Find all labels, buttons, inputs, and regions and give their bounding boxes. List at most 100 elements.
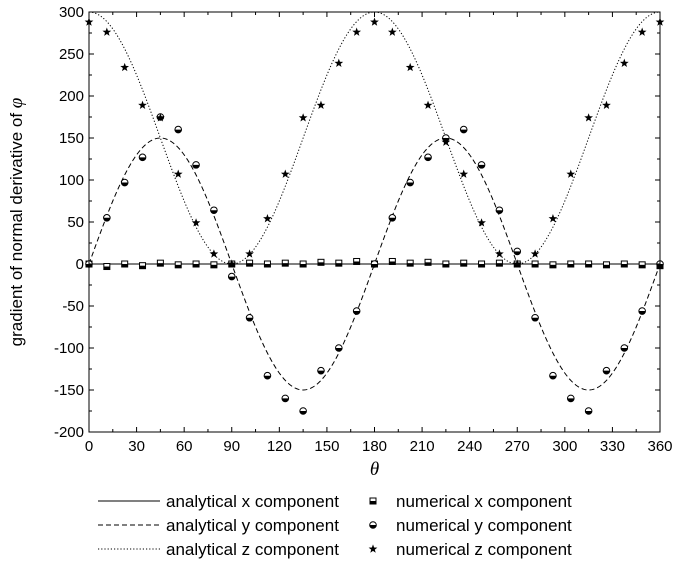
numerical-x-point — [139, 262, 147, 270]
numerical-x-point — [602, 261, 610, 269]
x-tick-label: 90 — [223, 438, 240, 455]
y-tick-label: 250 — [59, 46, 84, 63]
numerical-z-point — [102, 27, 112, 36]
y-tick-label: -50 — [62, 298, 84, 315]
numerical-x-point — [388, 257, 396, 265]
numerical-z-point — [227, 259, 237, 268]
numerical-x-point — [353, 257, 361, 265]
numerical-x-point — [263, 260, 271, 268]
numerical-y-point — [424, 153, 432, 162]
numerical-z-point — [280, 169, 290, 178]
y-tick-label: 150 — [59, 130, 84, 147]
legend-numerical-y-label: numerical y component — [396, 516, 572, 535]
numerical-z-point — [120, 62, 130, 72]
numerical-y-point — [245, 313, 254, 322]
numerical-z-point — [530, 249, 540, 258]
numerical-y-point — [227, 272, 236, 281]
numerical-y-point — [370, 260, 379, 268]
numerical-x-point — [478, 260, 486, 268]
y-tick-label: 300 — [59, 4, 84, 21]
numerical-x-point — [495, 259, 503, 267]
numerical-y-point — [263, 371, 272, 380]
analytical-z-line — [88, 11, 661, 265]
numerical-y-point — [531, 313, 539, 322]
legend-numerical-x-label: numerical x component — [396, 492, 572, 511]
y-tick-label: 0 — [76, 256, 84, 273]
numerical-x-point — [638, 261, 646, 269]
numerical-z-point — [405, 62, 415, 72]
numerical-z-point — [263, 214, 272, 223]
numerical-z-point — [191, 218, 201, 227]
numerical-y-point — [602, 366, 611, 375]
legend-numerical-x-swatch — [369, 497, 377, 505]
y-tick-label: -200 — [54, 424, 84, 441]
numerical-y-point — [352, 307, 361, 315]
numerical-z-point — [459, 169, 469, 178]
numerical-y-point — [638, 307, 646, 315]
x-tick-label: 30 — [128, 438, 145, 455]
numerical-z-point — [602, 100, 611, 109]
numerical-y-point — [210, 206, 218, 215]
numerical-z-point — [477, 218, 486, 227]
numerical-z-point — [370, 17, 379, 26]
numerical-x-point — [156, 259, 164, 267]
x-tick-label: 360 — [647, 438, 672, 455]
numerical-x-point — [424, 258, 432, 266]
numerical-z-point — [387, 27, 397, 36]
numerical-x-point — [406, 259, 414, 267]
y-tick-label: 200 — [59, 88, 84, 105]
numerical-z-point — [298, 113, 308, 122]
numerical-y-point — [406, 178, 414, 187]
numerical-z-point — [334, 58, 344, 67]
x-tick-label: 150 — [314, 438, 339, 455]
numerical-y-point — [335, 344, 343, 352]
numerical-z-point — [156, 113, 165, 122]
numerical-x-point — [317, 258, 325, 266]
numerical-y-point — [192, 161, 200, 169]
numerical-x-point — [174, 261, 182, 269]
numerical-y-point — [477, 161, 486, 169]
numerical-x-point — [549, 261, 557, 269]
numerical-z-point — [619, 58, 629, 67]
x-tick-label: 210 — [410, 438, 435, 455]
numerical-x-point — [281, 259, 289, 267]
numerical-y-point — [566, 394, 575, 403]
x-tick-label: 300 — [552, 438, 577, 455]
numerical-z-point — [138, 100, 147, 109]
legend-numerical-z-swatch — [368, 544, 378, 553]
numerical-y-point — [459, 125, 468, 134]
numerical-x-point — [567, 260, 575, 268]
legend-analytical-z-label: analytical z component — [166, 540, 339, 559]
legend-numerical-z-label: numerical z component — [396, 540, 572, 559]
numerical-z-point — [209, 249, 219, 258]
analytical-y-line — [88, 137, 661, 391]
legend-numerical-y-swatch — [369, 521, 377, 529]
numerical-z-point — [173, 169, 183, 178]
numerical-x-point — [103, 263, 111, 271]
x-tick-label: 180 — [362, 438, 387, 455]
numerical-z-point — [566, 169, 576, 178]
plot-frame — [88, 11, 661, 433]
numerical-x-point — [121, 260, 129, 268]
numerical-z-point — [584, 113, 593, 122]
numerical-z-point — [512, 259, 522, 268]
numerical-x-point — [210, 261, 218, 269]
y-tick-label: -100 — [54, 340, 84, 357]
numerical-y-point — [103, 214, 111, 222]
numerical-x-point — [620, 260, 628, 268]
numerical-z-point — [316, 100, 326, 109]
numerical-z-point — [352, 27, 362, 36]
numerical-z-point — [441, 137, 451, 146]
numerical-y-point — [549, 371, 557, 380]
x-tick-label: 120 — [267, 438, 292, 455]
numerical-y-point — [174, 125, 183, 134]
x-tick-label: 270 — [505, 438, 530, 455]
x-tick-label: 330 — [600, 438, 625, 455]
numerical-x-point — [192, 260, 200, 268]
numerical-y-point — [513, 247, 522, 256]
numerical-x-point — [299, 260, 307, 268]
numerical-y-point — [281, 394, 290, 403]
numerical-y-point — [299, 407, 307, 415]
numerical-y-point — [120, 178, 129, 187]
